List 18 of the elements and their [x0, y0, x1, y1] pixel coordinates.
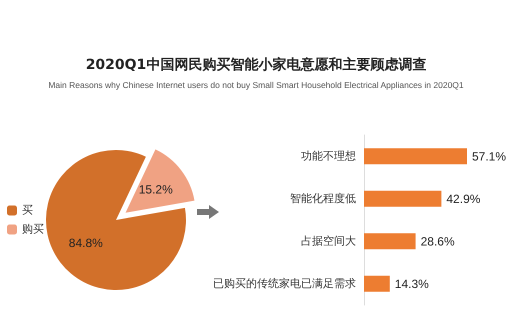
bar [364, 233, 416, 250]
bar [364, 276, 390, 292]
text: Main Reasons why Chinese Internet users do not buy Small Smart Household Electrical Appliances in 2020Q1 [47, 80, 465, 90]
category-label: 已购买的传统家电已满足需求 [213, 278, 356, 290]
category-label: 占据空间大 [301, 235, 356, 248]
bar [364, 190, 442, 207]
data-label: 14.3% [394, 276, 430, 291]
category-label: 智能化程度低 [290, 192, 356, 205]
data-label: 57.1% [472, 149, 506, 164]
legend-label: 买 [22, 204, 33, 216]
category-label: 功能不理想 [301, 150, 356, 162]
legend-label: 购买 [22, 224, 44, 236]
data-label: 28.6% [420, 234, 455, 248]
data-label: 42.9% [446, 192, 481, 206]
data-label: 84.8% [68, 236, 104, 250]
data-label: 15.2% [138, 182, 174, 197]
bar [364, 148, 467, 164]
text: 2020Q1中国网民购买智能小家电意愿和主要顾虑调查 [84, 56, 428, 74]
